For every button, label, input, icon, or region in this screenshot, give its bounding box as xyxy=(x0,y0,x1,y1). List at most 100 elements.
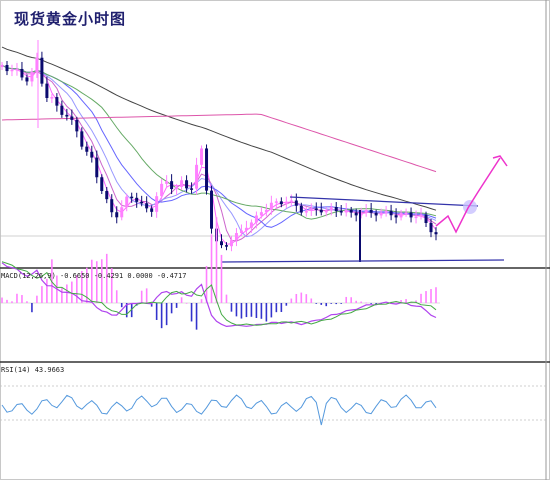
candle-body xyxy=(155,196,159,212)
highlight-circle xyxy=(463,200,477,214)
candle-body xyxy=(359,212,363,216)
macd-histogram-bar xyxy=(290,298,293,303)
candle-body xyxy=(120,207,124,218)
candle-body xyxy=(80,131,84,147)
macd-histogram-bar xyxy=(220,254,223,303)
macd-histogram-bar xyxy=(165,303,168,326)
candle-body xyxy=(35,57,39,72)
macd-histogram-bar xyxy=(315,303,318,304)
macd-histogram-bar xyxy=(46,278,48,303)
macd-histogram-bar xyxy=(26,301,28,303)
macd-histogram-bar xyxy=(150,303,153,307)
macd-label: MACD(12,26,9) -0.6650 -0.4291 0.0000 -0.… xyxy=(1,272,187,280)
macd-histogram-bar xyxy=(395,302,397,304)
candle-body xyxy=(60,105,64,115)
candle-body xyxy=(85,146,89,152)
candle-body xyxy=(434,232,438,235)
candle-body xyxy=(224,245,228,247)
macd-histogram-bar xyxy=(61,287,63,303)
moving-average-line xyxy=(1,113,437,173)
macd-histogram-bar xyxy=(16,293,18,303)
macd-histogram-bar xyxy=(370,303,372,304)
macd-histogram-bar xyxy=(405,299,407,303)
macd-histogram-bar xyxy=(420,293,422,303)
macd-histogram-bar xyxy=(21,295,23,303)
macd-histogram-bar xyxy=(105,253,108,303)
candle-body xyxy=(180,180,184,187)
candle-body xyxy=(299,205,303,213)
macd-histogram-bar xyxy=(210,234,213,303)
moving-average-line xyxy=(1,64,437,245)
macd-histogram-bar xyxy=(11,301,13,303)
candle-body xyxy=(259,212,263,216)
macd-histogram-bar xyxy=(305,294,308,303)
macd-histogram-bar xyxy=(325,303,328,307)
macd-histogram-bar xyxy=(270,303,273,318)
candle-body xyxy=(185,180,189,189)
candle-body xyxy=(254,215,258,223)
candle-body xyxy=(249,222,253,228)
macd-histogram-bar xyxy=(170,303,173,314)
candle-body xyxy=(329,207,333,211)
macd-histogram-bar xyxy=(300,292,303,303)
candle-body xyxy=(374,212,378,216)
candle-body xyxy=(25,77,29,82)
macd-histogram-bar xyxy=(225,294,228,303)
moving-average-line xyxy=(1,64,437,220)
candle-body xyxy=(20,68,24,78)
candle-body xyxy=(349,209,353,213)
macd-histogram-bar xyxy=(160,303,163,329)
macd-histogram-bar xyxy=(245,303,248,318)
candle-body xyxy=(205,148,209,191)
candle-body xyxy=(404,212,408,214)
macd-histogram-bar xyxy=(100,259,103,303)
macd-histogram-bar xyxy=(385,302,387,304)
forecast-arrow xyxy=(435,157,501,234)
candle-body xyxy=(274,201,278,203)
candle-body xyxy=(414,216,418,219)
candle-body xyxy=(269,202,273,210)
candle-body xyxy=(369,209,373,213)
macd-histogram-bar xyxy=(90,259,93,303)
candle-body xyxy=(195,164,199,189)
moving-average-line xyxy=(1,64,437,228)
candle-body xyxy=(389,210,393,216)
candle-body xyxy=(115,212,119,218)
macd-histogram-bar xyxy=(155,303,158,320)
macd-histogram-bar xyxy=(215,217,218,303)
macd-histogram-bar xyxy=(425,291,427,303)
candle-body xyxy=(364,209,368,213)
candle-body xyxy=(50,97,54,99)
macd-histogram-bar xyxy=(205,266,208,303)
candle-body xyxy=(419,214,423,217)
candle-body xyxy=(234,233,238,241)
macd-histogram-bar xyxy=(250,303,253,317)
chart-title: 现货黄金小时图 xyxy=(14,10,127,28)
candle-body xyxy=(40,57,44,84)
macd-histogram-bar xyxy=(175,303,178,308)
candle-body xyxy=(319,209,323,213)
candle-body xyxy=(264,209,268,213)
macd-histogram-bar xyxy=(415,300,417,303)
macd-histogram-bar xyxy=(145,288,148,303)
macd-histogram-bar xyxy=(400,300,402,303)
candle-body xyxy=(150,208,154,212)
candle-body xyxy=(210,190,214,229)
moving-average-line xyxy=(1,46,437,211)
candle-body xyxy=(90,151,94,158)
macd-line xyxy=(1,262,437,328)
macd-histogram-bar xyxy=(240,303,243,319)
forecast-arrowhead xyxy=(492,155,508,167)
macd-histogram-bar xyxy=(125,303,128,318)
candle-body xyxy=(75,119,79,132)
candle-body xyxy=(175,186,179,190)
rsi-label: RSI(14) 43.9663 xyxy=(1,366,65,374)
macd-histogram-bar xyxy=(71,281,73,303)
candle-body xyxy=(279,201,283,205)
macd-histogram-bar xyxy=(115,290,118,303)
macd-histogram-bar xyxy=(280,303,283,312)
candle-body xyxy=(105,191,109,200)
candle-body xyxy=(384,210,388,213)
